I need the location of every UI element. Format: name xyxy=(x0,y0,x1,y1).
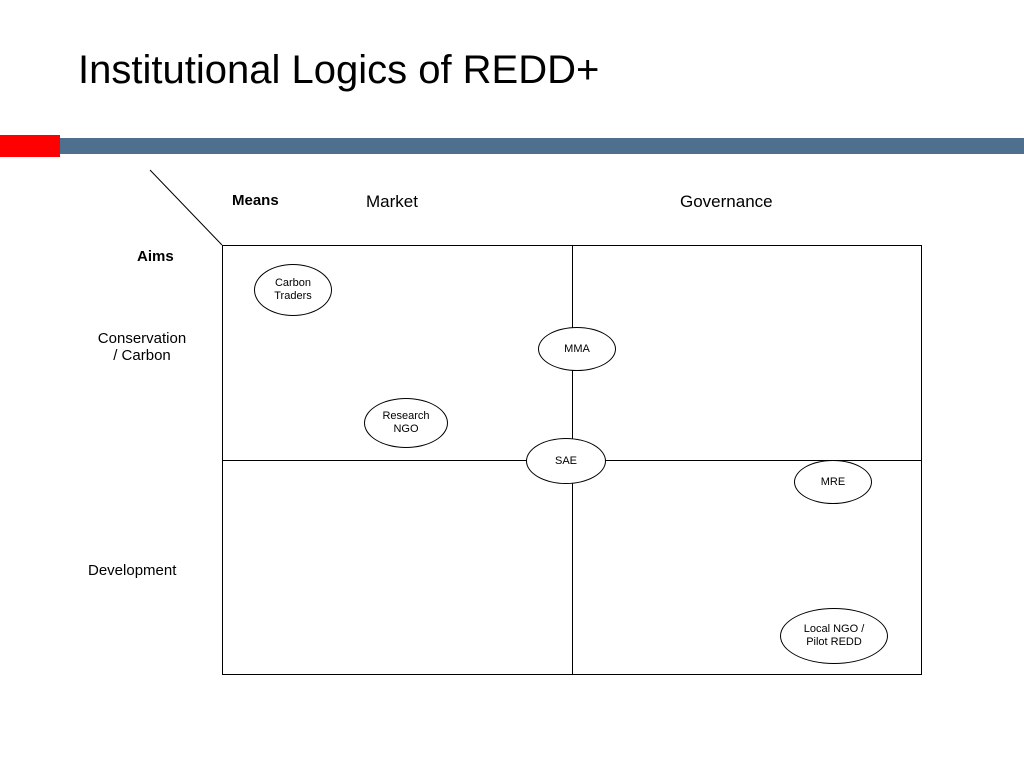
node-sae: SAE xyxy=(526,438,606,484)
axis-label-conservation: Conservation / Carbon xyxy=(82,330,202,364)
node-label: Local NGO / Pilot REDD xyxy=(804,623,865,648)
axis-label-aims: Aims xyxy=(137,248,174,265)
node-label: MRE xyxy=(821,476,845,489)
axis-label-means: Means xyxy=(232,192,279,209)
axis-label-market: Market xyxy=(366,192,418,212)
node-mma: MMA xyxy=(538,327,616,371)
slide: Institutional Logics of REDD+ Means Aims… xyxy=(0,0,1024,768)
axis-label-development: Development xyxy=(88,562,176,579)
node-label: Research NGO xyxy=(382,410,429,435)
node-mre: MRE xyxy=(794,460,872,504)
node-label: SAE xyxy=(555,455,577,468)
node-label: MMA xyxy=(564,343,590,356)
node-local-ngo: Local NGO / Pilot REDD xyxy=(780,608,888,664)
node-research-ngo: Research NGO xyxy=(364,398,448,448)
node-label: Carbon Traders xyxy=(274,277,312,302)
node-carbon-traders: Carbon Traders xyxy=(254,264,332,316)
axis-label-governance: Governance xyxy=(680,192,773,212)
